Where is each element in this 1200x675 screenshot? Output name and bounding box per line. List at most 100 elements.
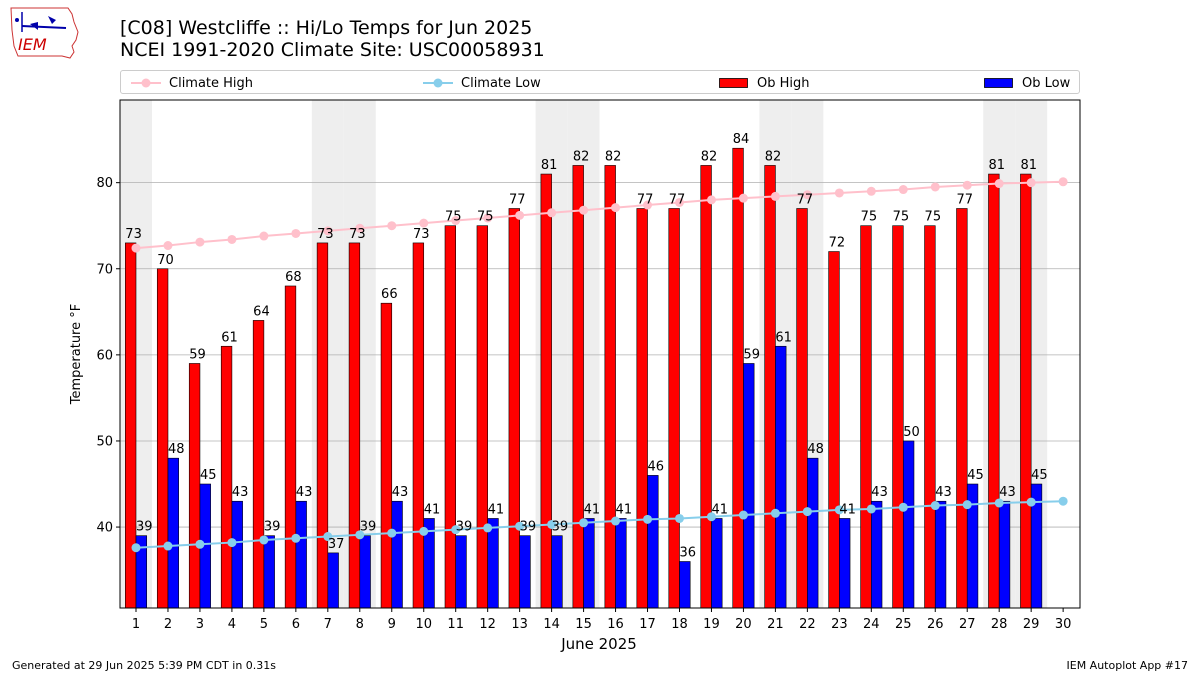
ob-low-label-14: 39 bbox=[552, 520, 569, 535]
x-tick-label-24: 24 bbox=[863, 617, 880, 632]
ob-high-bar-20 bbox=[732, 147, 744, 609]
x-tick-label-8: 8 bbox=[356, 617, 364, 632]
ob-low-bar-23 bbox=[839, 518, 851, 609]
legend-label-ob-low: Ob Low bbox=[1022, 75, 1071, 91]
ob-low-bar-14 bbox=[551, 535, 563, 609]
climate-low-point-9 bbox=[387, 528, 397, 538]
ob-low-label-26: 43 bbox=[935, 485, 952, 500]
ob-high-bar-8 bbox=[348, 242, 361, 609]
ob-high-bar-5 bbox=[252, 320, 265, 609]
x-tick-label-3: 3 bbox=[196, 617, 204, 632]
chart-subtitle: NCEI 1991-2020 Climate Site: USC00058931 bbox=[120, 39, 545, 61]
x-tick-label-1: 1 bbox=[132, 617, 140, 632]
ob-low-label-27: 45 bbox=[967, 468, 984, 483]
x-tick-label-19: 19 bbox=[703, 617, 720, 632]
ob-low-label-29: 45 bbox=[1031, 468, 1048, 483]
x-tick-label-27: 27 bbox=[959, 617, 976, 632]
ob-high-label-11: 75 bbox=[445, 210, 462, 225]
climate-low-point-14 bbox=[547, 519, 557, 529]
climate-high-point-12 bbox=[483, 213, 493, 223]
ob-high-bar-21 bbox=[764, 165, 776, 609]
climate-high-point-14 bbox=[547, 208, 557, 218]
ob-high-label-16: 82 bbox=[605, 149, 622, 164]
x-tick-label-4: 4 bbox=[228, 617, 236, 632]
climate-high-point-13 bbox=[515, 210, 525, 220]
ob-low-label-28: 43 bbox=[999, 485, 1016, 500]
climate-high-line-swatch bbox=[131, 78, 161, 88]
ob-low-bar-16 bbox=[615, 518, 627, 609]
ob-low-label-18: 36 bbox=[679, 546, 696, 561]
ob-low-bar-2 bbox=[167, 457, 179, 609]
ob-high-label-10: 73 bbox=[413, 227, 430, 242]
ob-low-bar-22 bbox=[807, 457, 819, 609]
ob-low-bar-24 bbox=[871, 500, 883, 609]
x-tick-label-30: 30 bbox=[1055, 617, 1072, 632]
x-tick-label-7: 7 bbox=[324, 617, 332, 632]
ob-low-label-9: 43 bbox=[392, 485, 409, 500]
ob-low-label-1: 39 bbox=[136, 520, 153, 535]
ob-high-bar-29 bbox=[1020, 173, 1032, 609]
legend-item-climate-low: Climate Low bbox=[423, 73, 541, 93]
ob-low-bar-8 bbox=[359, 535, 371, 609]
ob-low-bar-7 bbox=[327, 552, 339, 609]
x-tick-label-16: 16 bbox=[607, 617, 624, 632]
ob-high-bar-2 bbox=[156, 268, 169, 609]
climate-low-point-4 bbox=[227, 538, 237, 548]
climate-low-point-11 bbox=[451, 525, 461, 535]
x-tick-label-10: 10 bbox=[415, 617, 432, 632]
ob-high-label-23: 72 bbox=[829, 236, 846, 251]
climate-high-point-30 bbox=[1058, 177, 1068, 187]
climate-low-point-20 bbox=[738, 510, 748, 520]
x-tick-label-25: 25 bbox=[895, 617, 912, 632]
ob-low-bar-9 bbox=[391, 500, 403, 609]
ob-high-bar-10 bbox=[412, 242, 425, 609]
ob-high-label-25: 75 bbox=[893, 210, 910, 225]
ob-high-label-24: 75 bbox=[861, 210, 878, 225]
climate-high-point-10 bbox=[419, 218, 429, 228]
x-axis-label: June 2025 bbox=[560, 635, 637, 653]
climate-low-line-swatch bbox=[423, 78, 453, 88]
climate-low-point-2 bbox=[163, 541, 173, 551]
ob-low-label-16: 41 bbox=[616, 502, 633, 517]
ob-high-label-14: 81 bbox=[541, 158, 558, 173]
x-tick-label-17: 17 bbox=[639, 617, 656, 632]
climate-low-point-19 bbox=[706, 512, 716, 522]
ob-low-label-22: 48 bbox=[807, 442, 824, 457]
ob-high-label-28: 81 bbox=[988, 158, 1005, 173]
ob-low-bar-18 bbox=[679, 561, 691, 609]
ob-low-bar-26 bbox=[934, 500, 947, 609]
x-tick-label-26: 26 bbox=[927, 617, 944, 632]
climate-high-point-29 bbox=[1026, 178, 1036, 188]
logo-text: IEM bbox=[18, 35, 47, 54]
climate-high-point-5 bbox=[259, 231, 269, 241]
climate-high-point-25 bbox=[898, 185, 908, 195]
climate-high-point-22 bbox=[802, 190, 812, 200]
ob-low-swatch bbox=[984, 78, 1013, 88]
climate-low-point-7 bbox=[323, 532, 333, 542]
climate-low-point-17 bbox=[643, 514, 653, 524]
climate-high-point-15 bbox=[579, 205, 589, 215]
climate-low-point-28 bbox=[994, 498, 1004, 508]
x-tick-label-11: 11 bbox=[447, 617, 464, 632]
ob-high-label-15: 82 bbox=[573, 149, 590, 164]
legend: Climate High Climate Low Ob High Ob Low bbox=[120, 70, 1080, 94]
x-tick-label-18: 18 bbox=[671, 617, 688, 632]
x-tick-label-5: 5 bbox=[260, 617, 268, 632]
y-tick-label-60: 60 bbox=[96, 348, 113, 363]
climate-high-point-28 bbox=[994, 179, 1004, 189]
ob-low-label-2: 48 bbox=[168, 442, 185, 457]
ob-low-bar-5 bbox=[263, 535, 275, 609]
ob-low-bar-4 bbox=[231, 500, 243, 609]
climate-low-point-8 bbox=[355, 530, 365, 540]
x-tick-label-13: 13 bbox=[511, 617, 528, 632]
climate-low-point-12 bbox=[483, 523, 493, 533]
ob-high-bar-16 bbox=[604, 165, 616, 609]
ob-low-label-3: 45 bbox=[200, 468, 217, 483]
ob-high-bar-1 bbox=[125, 242, 137, 609]
ob-low-label-8: 39 bbox=[360, 520, 377, 535]
ob-low-bar-20 bbox=[743, 363, 755, 609]
x-tick-label-6: 6 bbox=[292, 617, 300, 632]
ob-low-bar-11 bbox=[455, 535, 467, 609]
climate-low-point-3 bbox=[195, 539, 205, 549]
